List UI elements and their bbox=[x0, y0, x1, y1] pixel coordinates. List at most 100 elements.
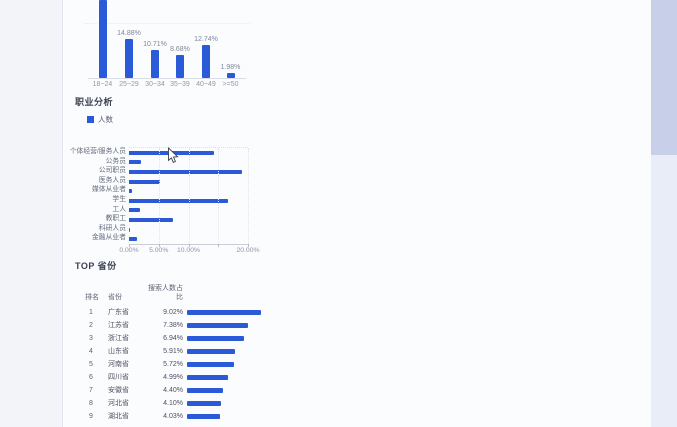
ratio-bar[interactable] bbox=[187, 349, 236, 354]
column-header-rank: 排名 bbox=[85, 294, 99, 301]
table-row[interactable]: 4 山东省 5.91% bbox=[0, 345, 420, 358]
occupation-bar[interactable] bbox=[129, 237, 137, 242]
rank-cell: 6 bbox=[89, 374, 93, 381]
category-label: 金融从业者 bbox=[92, 234, 126, 242]
province-cell: 广东省 bbox=[108, 309, 129, 316]
top-provinces-title: TOP 省份 bbox=[75, 261, 117, 271]
legend-label: 人数 bbox=[98, 115, 113, 124]
occupation-bar[interactable] bbox=[129, 189, 132, 194]
occupation-section-title: 职业分析 bbox=[75, 97, 114, 107]
rank-cell: 2 bbox=[89, 322, 93, 329]
occupation-bar[interactable] bbox=[129, 218, 174, 222]
category-label: 教职工 bbox=[105, 215, 126, 223]
occupation-category-labels: 个体经营/服务人员公务员公司职员 医务人员媒体从业者 学生工人教职工 科研人员金融从业… bbox=[0, 147, 126, 243]
bar-value-label: 1.98% bbox=[220, 63, 241, 71]
province-cell: 河南省 bbox=[108, 361, 129, 368]
ratio-bar[interactable] bbox=[187, 310, 261, 315]
table-row[interactable]: 5 河南省 5.72% bbox=[0, 358, 420, 371]
occupation-bar[interactable] bbox=[129, 198, 228, 203]
category-label: 公务员 bbox=[105, 157, 126, 165]
occupation-bar[interactable] bbox=[129, 160, 141, 165]
scrollbar-track[interactable] bbox=[651, 0, 677, 427]
x-axis-label: 18~24 bbox=[92, 81, 113, 88]
category-label: 个体经营/服务人员 bbox=[69, 148, 126, 155]
rank-cell: 7 bbox=[89, 387, 93, 394]
table-row[interactable]: 9 湖北省 4.03% bbox=[0, 410, 420, 423]
x-axis-label: 30~34 bbox=[145, 81, 165, 88]
table-row[interactable]: 3 浙江省 6.94% bbox=[0, 332, 420, 345]
table-row[interactable]: 7 安徽省 4.40% bbox=[0, 384, 420, 397]
ratio-bar[interactable] bbox=[187, 414, 221, 419]
age-bar[interactable] bbox=[98, 0, 107, 78]
ratio-bar[interactable] bbox=[187, 323, 248, 328]
table-row[interactable]: 1 广东省 9.02% bbox=[0, 306, 420, 319]
category-label: 科研人员 bbox=[98, 224, 126, 232]
age-distribution-chart: 18~24 14.88% 25~29 10.71% 30~34 8.68% 35~39 12.… bbox=[84, 0, 250, 88]
province-cell: 江苏省 bbox=[108, 322, 129, 329]
age-bar[interactable] bbox=[226, 72, 235, 78]
ratio-cell: 9.02% bbox=[163, 309, 183, 316]
column-header-province: 省份 bbox=[108, 294, 122, 301]
rank-cell: 8 bbox=[89, 400, 93, 407]
rank-cell: 9 bbox=[89, 413, 93, 420]
age-bar[interactable] bbox=[176, 55, 184, 78]
category-label: 医务人员 bbox=[98, 176, 126, 184]
axis-tick bbox=[188, 244, 190, 247]
gridline bbox=[218, 148, 220, 244]
occupation-bar[interactable] bbox=[129, 179, 160, 184]
province-table: 1 广东省 9.02% 2 江苏省 7.38% 3 浙江省 6.94% 4 山东省 5.91% 5 河南省… bbox=[0, 306, 420, 423]
occupation-bar[interactable] bbox=[129, 170, 243, 174]
x-axis-label: 25~29 bbox=[119, 81, 139, 88]
mouse-cursor-icon bbox=[168, 147, 179, 164]
axis-tick bbox=[218, 244, 220, 247]
rank-cell: 1 bbox=[89, 309, 93, 316]
gridline bbox=[158, 148, 160, 244]
ratio-cell: 7.38% bbox=[163, 322, 183, 329]
province-cell: 河北省 bbox=[108, 400, 129, 407]
rank-cell: 3 bbox=[89, 335, 93, 342]
ratio-cell: 4.03% bbox=[163, 413, 183, 420]
gridline bbox=[84, 23, 250, 24]
table-row[interactable]: 2 江苏省 7.38% bbox=[0, 319, 420, 332]
category-label: 工人 bbox=[112, 205, 126, 213]
ratio-cell: 4.99% bbox=[163, 374, 183, 381]
table-row[interactable]: 6 四川省 4.99% bbox=[0, 371, 420, 384]
category-label: 媒体从业者 bbox=[92, 186, 126, 194]
occupation-bar[interactable] bbox=[129, 227, 131, 232]
column-header-search-ratio: 搜索人数占比 bbox=[148, 285, 183, 301]
age-bar[interactable] bbox=[202, 44, 210, 78]
gridline bbox=[248, 148, 249, 244]
legend-swatch-icon bbox=[87, 116, 94, 123]
x-axis-label: 35~39 bbox=[170, 81, 190, 88]
gridline bbox=[188, 148, 190, 244]
age-bar[interactable] bbox=[125, 38, 133, 78]
table-row[interactable]: 8 河北省 4.10% bbox=[0, 397, 420, 410]
x-axis-label: >=50 bbox=[222, 81, 239, 88]
axis-tick bbox=[158, 244, 160, 247]
x-tick-label: 5.00% bbox=[149, 247, 169, 254]
category-label: 公司职员 bbox=[98, 167, 126, 175]
ratio-bar[interactable] bbox=[187, 388, 224, 393]
x-tick-label: 0.00% bbox=[119, 247, 139, 254]
ratio-cell: 6.94% bbox=[163, 335, 183, 342]
category-label: 学生 bbox=[112, 195, 126, 203]
ratio-bar[interactable] bbox=[187, 401, 221, 406]
occupation-legend[interactable]: 人数 bbox=[87, 114, 113, 125]
bar-value-label: 8.68% bbox=[170, 46, 190, 54]
ratio-cell: 5.91% bbox=[163, 348, 183, 355]
ratio-cell: 4.40% bbox=[163, 387, 183, 394]
province-cell: 山东省 bbox=[108, 348, 129, 355]
bar-value-label: 10.71% bbox=[143, 40, 167, 48]
ratio-bar[interactable] bbox=[187, 362, 234, 367]
rank-cell: 5 bbox=[89, 361, 93, 368]
age-bar[interactable] bbox=[151, 49, 159, 78]
occupation-chart-plot bbox=[129, 147, 249, 247]
axis-tick bbox=[129, 244, 130, 247]
scrollbar-thumb[interactable] bbox=[651, 0, 677, 155]
ratio-cell: 4.10% bbox=[163, 400, 183, 407]
ratio-bar[interactable] bbox=[187, 375, 228, 380]
province-cell: 安徽省 bbox=[108, 387, 129, 394]
x-tick-label: 10.00% bbox=[176, 247, 201, 254]
occupation-bar[interactable] bbox=[129, 208, 140, 213]
ratio-bar[interactable] bbox=[187, 336, 244, 341]
